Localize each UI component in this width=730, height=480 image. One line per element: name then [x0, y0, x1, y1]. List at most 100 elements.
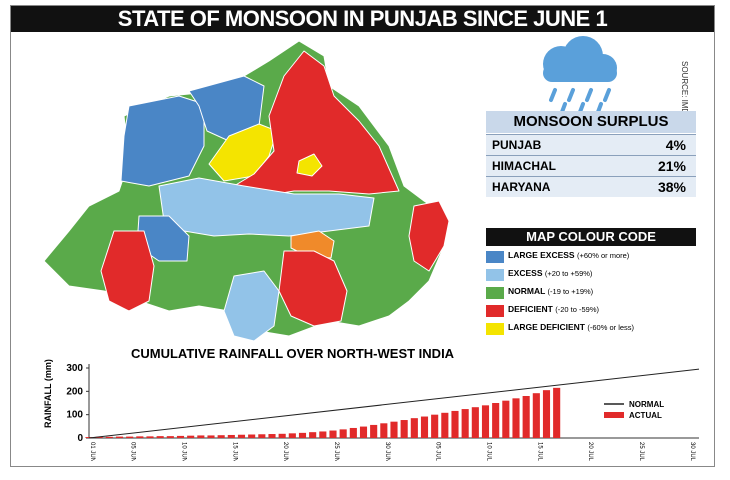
map-district-large-excess-nw — [120, 95, 205, 187]
actual-bar — [126, 436, 134, 438]
legend-label: LARGE EXCESS — [508, 250, 575, 260]
chart-title: CUMULATIVE RAINFALL OVER NORTH-WEST INDI… — [131, 346, 455, 361]
y-tick-label: 100 — [66, 410, 83, 421]
legend-item-excess: EXCESS (+20 to +59%) — [486, 267, 696, 283]
actual-bar — [410, 418, 418, 438]
chart-legend: NORMAL ACTUAL — [604, 400, 664, 420]
actual-bar — [542, 390, 551, 438]
actual-bar — [431, 414, 439, 438]
actual-bar — [441, 412, 449, 438]
map-district-deficient-s — [278, 250, 348, 327]
actual-bar — [502, 400, 510, 438]
actual-bar — [227, 434, 235, 438]
x-tick-label: 10 JUL — [486, 442, 492, 461]
actual-bar — [146, 436, 154, 438]
actual-bar — [420, 416, 429, 438]
map-district-large-deficient-small — [296, 153, 323, 177]
map-district-deficient-e — [408, 200, 450, 272]
map-district-excess-s — [223, 270, 280, 342]
legend-actual-label: ACTUAL — [629, 411, 662, 420]
actual-bar — [451, 410, 459, 438]
actual-bar — [481, 405, 490, 438]
actual-bar — [492, 403, 500, 438]
actual-bar — [400, 420, 408, 438]
surplus-row-haryana: HARYANA 38% — [486, 176, 696, 197]
x-tick-label: 15 JUL — [536, 442, 542, 461]
surplus-row-himachal: HIMACHAL 21% — [486, 155, 696, 176]
x-tick-label: 30 JUL — [689, 442, 695, 461]
actual-bar — [319, 431, 327, 438]
actual-bar — [380, 423, 388, 438]
surplus-value: 38% — [657, 179, 686, 195]
map-colour-code-title: MAP COLOUR CODE — [486, 228, 696, 246]
x-tick-label: 10 JUN — [181, 442, 187, 461]
legend-swatch — [486, 287, 504, 299]
actual-bar — [522, 396, 530, 438]
actual-bar — [237, 434, 246, 438]
legend-swatch — [486, 323, 504, 335]
actual-bar — [248, 434, 256, 438]
actual-bar — [532, 393, 540, 438]
rainfall-chart: RAINFALL (mm) 0 100 200 300 01 JUN 05 JUN 10 JU… — [43, 359, 700, 461]
actual-bar — [298, 432, 307, 438]
actual-bar — [105, 436, 113, 438]
legend-range: (-19 to +19%) — [547, 287, 594, 296]
source-credit: SOURCE: IMD — [680, 61, 689, 115]
actual-bar — [207, 435, 215, 438]
legend-range: (+20 to +59%) — [544, 269, 593, 278]
surplus-value: 4% — [665, 137, 686, 153]
actual-bar — [268, 434, 276, 438]
legend-label: NORMAL — [508, 286, 546, 296]
actual-bar — [258, 434, 266, 438]
actual-bar — [339, 429, 347, 438]
legend-item-normal: NORMAL (-19 to +19%) — [486, 285, 696, 301]
actual-bar — [370, 424, 378, 438]
surplus-state: PUNJAB — [492, 138, 542, 152]
legend-label: LARGE DEFICIENT — [508, 322, 585, 332]
actual-bar — [156, 436, 164, 438]
surplus-row-punjab: PUNJAB 4% — [486, 134, 696, 155]
infographic-frame: STATE OF MONSOON IN PUNJAB SINCE JUNE 1 … — [10, 5, 715, 467]
actual-bar — [217, 435, 225, 438]
legend-item-large-deficient: LARGE DEFICIENT (-60% or less) — [486, 321, 696, 337]
actual-bar — [359, 426, 368, 438]
actual-bar — [176, 435, 185, 438]
legend-swatch — [486, 251, 504, 263]
legend-label: EXCESS — [508, 268, 543, 278]
legend-label: DEFICIENT — [508, 304, 553, 314]
surplus-state: HARYANA — [492, 180, 551, 194]
chart-axes: RAINFALL (mm) 0 100 200 300 01 JUN 05 JUN 10 JU… — [43, 359, 699, 461]
actual-bar — [115, 436, 124, 438]
legend-actual-swatch — [604, 412, 624, 418]
chart-bars — [85, 387, 561, 438]
actual-bar — [136, 436, 144, 438]
surplus-value: 21% — [657, 158, 686, 174]
map-district-excess-central — [158, 177, 375, 237]
legend-normal-label: NORMAL — [629, 400, 664, 409]
actual-bar — [166, 436, 174, 438]
actual-bar — [187, 435, 195, 438]
actual-bar — [471, 407, 479, 438]
x-tick-label: 25 JUN — [333, 442, 339, 461]
map-district-deficient-w — [100, 230, 155, 312]
actual-bar — [461, 409, 469, 438]
punjab-district-map — [43, 40, 450, 342]
actual-bar — [512, 398, 520, 438]
x-tick-label: 30 JUN — [384, 442, 390, 461]
actual-bar — [278, 433, 286, 438]
y-tick-label: 300 — [66, 363, 83, 374]
legend-item-deficient: DEFICIENT (-20 to -59%) — [486, 303, 696, 319]
x-tick-label: 01 JUN — [89, 442, 95, 461]
actual-bar — [288, 433, 296, 438]
x-tick-label: 25 JUL — [638, 442, 644, 461]
x-tick-label: 05 JUL — [435, 442, 441, 461]
x-tick-label: 20 JUL — [587, 442, 593, 461]
actual-bar — [197, 435, 205, 438]
actual-bar — [349, 427, 357, 438]
legend-item-large-excess: LARGE EXCESS (+60% or more) — [486, 249, 696, 265]
surplus-state: HIMACHAL — [492, 159, 556, 173]
legend-range: (+60% or more) — [576, 251, 630, 260]
page-title: STATE OF MONSOON IN PUNJAB SINCE JUNE 1 — [11, 6, 714, 32]
normal-line — [88, 368, 700, 439]
actual-bar — [329, 430, 337, 438]
